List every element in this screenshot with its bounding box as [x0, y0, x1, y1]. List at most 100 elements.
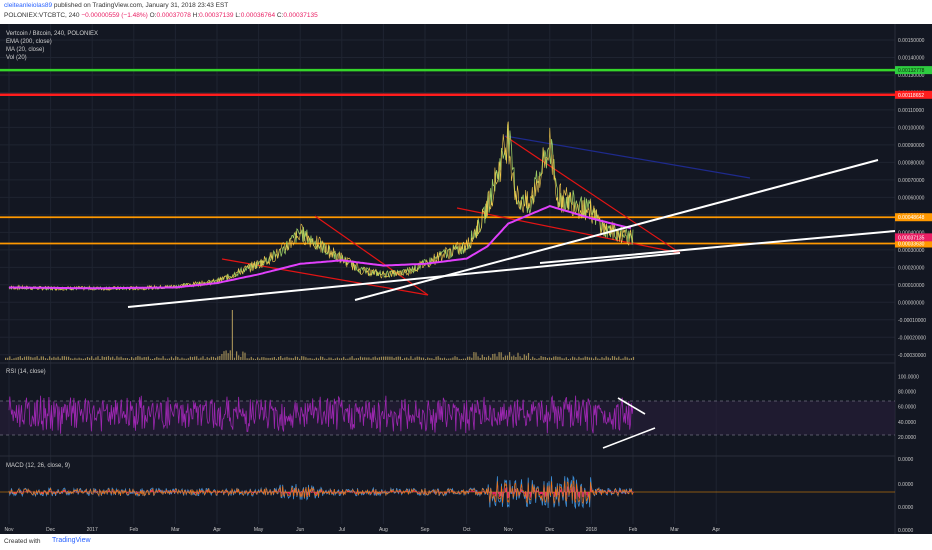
volume-bar	[160, 358, 162, 360]
macd-hist-bar	[355, 492, 357, 495]
volume-bar	[242, 351, 244, 360]
legend-rsi: RSI (14, close)	[6, 369, 46, 375]
y-tick-label: 0.00150000	[898, 38, 925, 44]
volume-bar	[183, 358, 185, 360]
volume-bar	[107, 356, 110, 360]
volume-bar	[620, 358, 622, 360]
macd-hist-bar	[583, 492, 584, 498]
tradingview-brand[interactable]: TradingView	[52, 537, 91, 544]
macd-hist-bar	[562, 492, 564, 495]
volume-bar	[223, 351, 225, 360]
volume-bar	[112, 356, 114, 360]
volume-bar	[38, 358, 40, 360]
macd-hist-bar	[254, 492, 256, 493]
volume-bar	[181, 357, 183, 360]
macd-hist-bar	[281, 492, 282, 494]
macd-hist-bar	[493, 492, 495, 495]
close-label: C:	[276, 12, 284, 19]
volume-bar	[313, 358, 315, 360]
volume-bar	[204, 358, 206, 360]
volume-bar	[362, 357, 364, 360]
volume-bar	[322, 356, 324, 360]
volume-bar	[65, 356, 68, 360]
volume-bar	[145, 357, 147, 360]
volume-bar	[21, 358, 23, 360]
author-link[interactable]: cleiteanleiolas89	[4, 2, 53, 9]
volume-bar	[326, 358, 328, 360]
volume-bar	[284, 357, 286, 360]
macd-hist-bar	[578, 492, 580, 499]
volume-bar	[464, 358, 467, 360]
macd-hist-bar	[530, 492, 532, 497]
volume-bar	[410, 356, 412, 360]
volume-bar	[68, 356, 70, 360]
macd-hist-bar	[213, 491, 215, 492]
volume-bar	[439, 357, 441, 360]
macd-hist-bar	[288, 492, 290, 496]
volume-bar	[301, 356, 303, 360]
x-tick-label: Jun	[296, 527, 304, 533]
macd-hist-bar	[272, 491, 274, 492]
macd-hist-bar	[508, 492, 509, 498]
time-axis[interactable]: Nov Dec 2017 Feb Mar Apr May Jun Jul Aug Sep Oct Nov…	[5, 527, 721, 533]
y-tick-label: -0.00030000	[898, 353, 926, 359]
volume-bar	[540, 356, 542, 360]
low-label: L:	[235, 12, 241, 19]
volume-bar	[372, 357, 374, 360]
volume-bar	[366, 357, 368, 360]
rsi-tick-label: 100.0000	[898, 375, 919, 381]
macd-hist-bar	[219, 492, 221, 493]
macd-hist-bar	[13, 492, 14, 493]
macd-hist-bar	[91, 492, 93, 493]
macd-hist-bar	[483, 490, 485, 492]
volume-bar	[338, 358, 341, 360]
volume-bar	[236, 351, 238, 360]
volume-bar	[168, 358, 170, 360]
volume-bar	[595, 356, 597, 360]
macd-hist-bar	[560, 488, 562, 492]
volume-bar	[158, 357, 160, 360]
volume-bar	[173, 358, 175, 360]
volume-bar	[131, 356, 133, 360]
volume-bar	[110, 357, 112, 360]
macd-hist-bar	[558, 492, 559, 496]
macd-hist-bar	[340, 491, 342, 492]
volume-bar	[383, 356, 385, 360]
volume-bar	[632, 356, 635, 360]
volume-bar	[471, 357, 473, 360]
trend-line	[504, 135, 751, 179]
volume-bar	[252, 358, 254, 360]
volume-bar	[215, 357, 217, 360]
macd-hist-bar	[470, 490, 472, 492]
volume-bar	[345, 358, 347, 360]
volume-bar	[28, 356, 30, 360]
volume-bar	[288, 357, 290, 360]
macd-hist-bar	[617, 492, 618, 494]
macd-tick-label: 0.0000	[898, 505, 914, 511]
y-tick-label: 0.00080000	[898, 160, 925, 166]
volume-bar	[152, 358, 154, 360]
volume-bar	[91, 356, 93, 360]
volume-bar	[317, 358, 320, 360]
macd-hist-bar	[413, 490, 415, 492]
chart-area[interactable]: 0.001500000.001400000.001300000.00120000…	[0, 24, 932, 534]
macd-hist-bar	[311, 489, 313, 492]
volume-bar	[86, 357, 89, 360]
volume-bar	[336, 357, 338, 360]
volume-bar	[118, 357, 120, 360]
macd-hist-bar	[447, 491, 449, 492]
volume-bar	[614, 356, 616, 360]
volume-bar	[378, 357, 380, 360]
macd-hist-bar	[370, 492, 371, 494]
macd-axis[interactable]: 0.0000 0.0000 0.0000 0.0000	[898, 457, 914, 534]
macd-hist-bar	[88, 491, 89, 492]
volume-bar	[616, 357, 618, 360]
price-pane	[0, 68, 896, 360]
volume-bar	[42, 356, 44, 360]
macd-hist-bar	[59, 492, 61, 493]
volume-bar	[422, 357, 425, 360]
price-axis[interactable]: 0.001500000.001400000.001300000.00120000…	[898, 38, 926, 359]
macd-hist-bar	[363, 492, 365, 494]
macd-hist-bar	[217, 492, 219, 493]
rsi-axis[interactable]: 100.0000 80.0000 60.0000 40.0000 20.0000	[898, 375, 919, 441]
